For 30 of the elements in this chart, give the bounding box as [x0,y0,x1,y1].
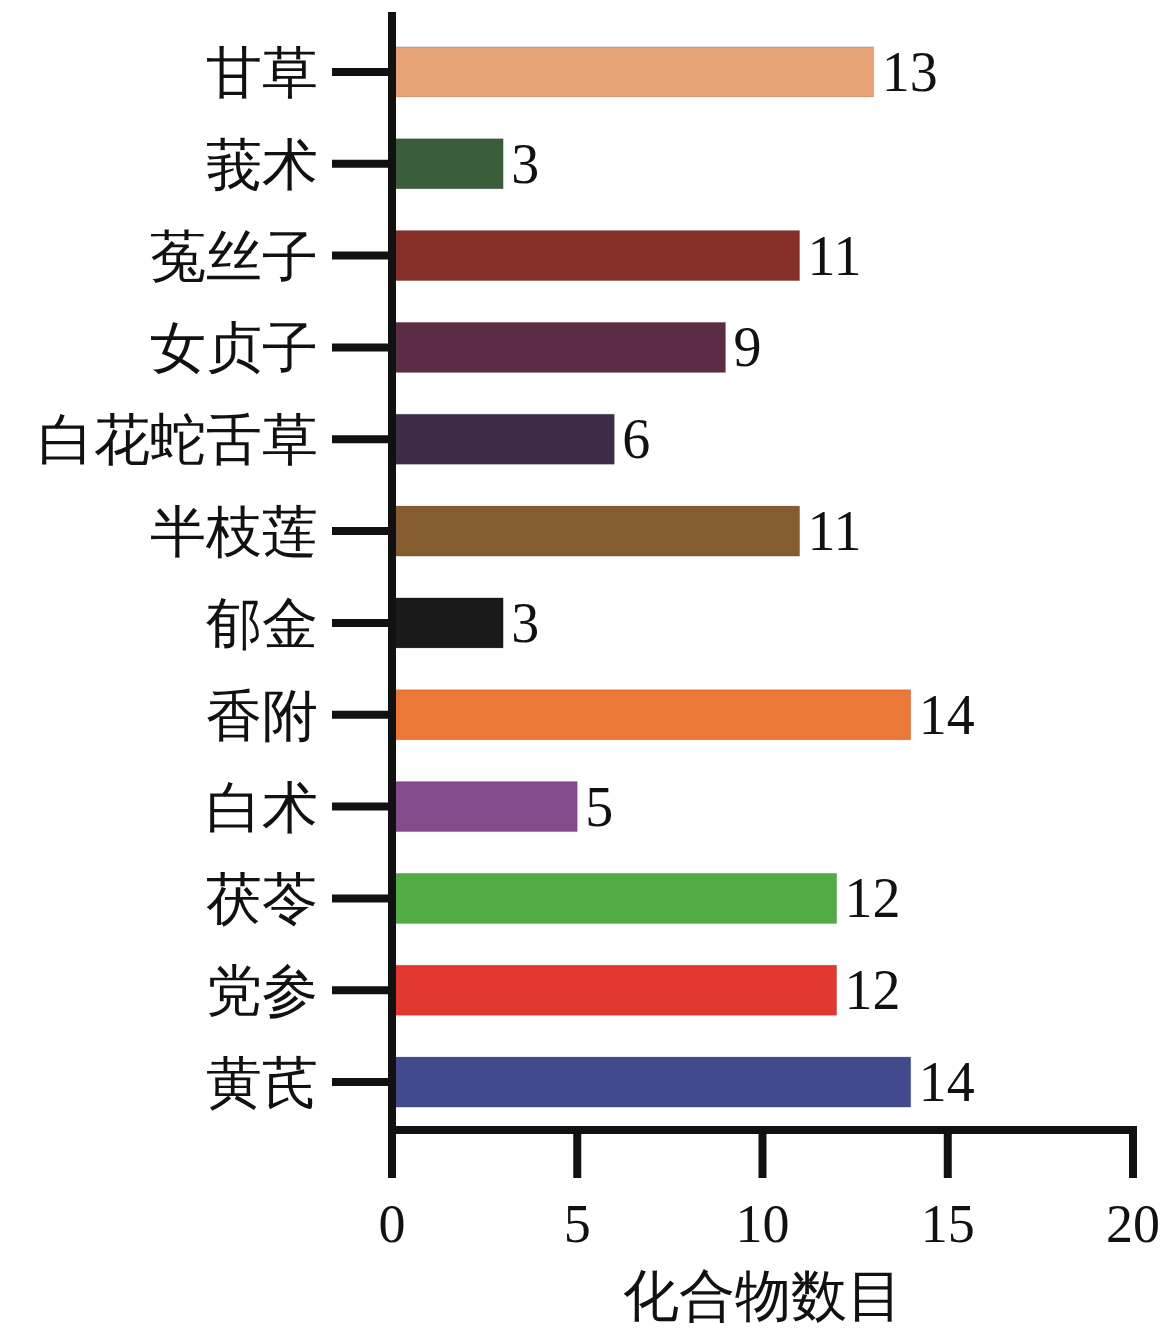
data-label: 11 [807,500,862,563]
x-tick-label: 10 [735,1194,790,1254]
y-tick-label: 茯苓 [206,866,318,932]
data-label: 12 [844,959,901,1022]
data-label: 3 [511,591,540,654]
data-label: 11 [807,224,862,287]
data-label: 5 [585,775,614,838]
data-label: 12 [844,867,901,930]
x-tick-label: 0 [378,1194,406,1254]
y-tick-label: 白花蛇舌草 [38,407,318,473]
y-tick-label: 菟丝子 [150,223,318,289]
x-tick-label: 20 [1106,1194,1160,1254]
y-tick-label: 白术 [206,774,318,840]
data-label: 14 [918,1051,975,1114]
y-tick-label: 莪术 [206,131,318,197]
data-label: 6 [622,408,651,471]
y-tick-label: 半枝莲 [150,499,318,565]
data-label: 3 [511,132,540,195]
y-tick-label: 女贞子 [150,315,318,381]
data-label: 9 [733,316,762,379]
y-tick-label: 党参 [206,958,318,1024]
y-tick-label: 黄芪 [206,1050,318,1116]
y-tick-label: 郁金 [206,590,318,656]
x-tick-label: 5 [563,1194,591,1254]
y-tick-label: 香附 [206,682,318,748]
data-label: 14 [918,683,975,746]
data-label: 13 [881,40,938,103]
x-tick-label: 15 [920,1194,975,1254]
x-axis-title: 化合物数目 [622,1263,903,1328]
y-tick-label: 甘草 [206,39,318,105]
